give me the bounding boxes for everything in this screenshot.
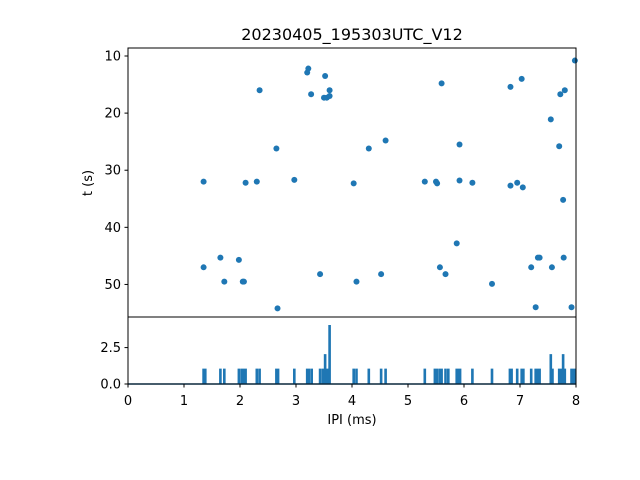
scatter-point [436, 264, 443, 271]
chart-title: 20230405_195303UTC_V12 [241, 25, 463, 45]
x-tick-label: 4 [348, 394, 356, 409]
x-tick-label: 8 [572, 394, 580, 409]
scatter-point [378, 271, 385, 278]
scatter-point [200, 264, 207, 271]
scatter-point [353, 278, 360, 285]
scatter-point [514, 179, 521, 186]
scatter-point [421, 178, 428, 185]
histogram-plot: 0.0 2.5 0 1 2 3 4 5 6 7 8 IPI (ms) [100, 316, 580, 428]
scatter-point [560, 196, 567, 203]
scatter-point [240, 278, 247, 285]
scatter-point [274, 305, 281, 312]
scatter-point [561, 87, 568, 94]
scatter-point [350, 180, 357, 187]
scatter-point [365, 145, 372, 152]
x-tick-label: 2 [236, 394, 244, 409]
scatter-point [556, 143, 563, 150]
x-axis-ticks: 0 1 2 3 4 5 6 7 8 [124, 384, 580, 409]
scatter-point [322, 72, 329, 79]
scatter-point [273, 145, 280, 152]
scatter-point [326, 92, 333, 99]
y-axis-label: t (s) [81, 170, 96, 196]
scatter-point [571, 57, 578, 64]
scatter-point [221, 278, 228, 285]
scatter-point [382, 137, 389, 144]
x-tick-label: 6 [460, 394, 468, 409]
scatter-point [438, 80, 445, 87]
scatter-point [291, 176, 298, 183]
scatter-plot: 10 20 30 40 50 t (s) [81, 47, 578, 318]
scatter-point [453, 240, 460, 247]
scatter-point [536, 254, 543, 261]
scatter-point [557, 91, 564, 98]
x-tick-label: 0 [124, 394, 132, 409]
scatter-point [305, 65, 312, 72]
x-axis-label: IPI (ms) [327, 413, 376, 428]
scatter-point [317, 271, 324, 278]
histogram-y-tick-label: 0.0 [100, 378, 121, 393]
scatter-point [547, 116, 554, 123]
scatter-point [434, 180, 441, 187]
y-tick-label: 50 [104, 278, 121, 293]
scatter-point [518, 75, 525, 82]
scatter-points [200, 57, 578, 312]
y-tick-label: 20 [104, 107, 121, 122]
scatter-point [256, 87, 263, 94]
scatter-point [326, 87, 333, 94]
scatter-point [507, 182, 514, 189]
scatter-point [568, 304, 575, 311]
histogram-y-tick-label: 2.5 [100, 341, 121, 356]
scatter-point [217, 254, 224, 261]
x-tick-label: 1 [180, 394, 188, 409]
scatter-point [442, 271, 449, 278]
scatter-point [456, 141, 463, 148]
scatter-point [308, 91, 315, 98]
x-tick-label: 3 [292, 394, 300, 409]
histogram-y-axis-ticks: 0.0 2.5 [100, 341, 128, 393]
scatter-point [200, 178, 207, 185]
x-tick-label: 7 [516, 394, 524, 409]
x-tick-label: 5 [404, 394, 412, 409]
scatter-point [235, 256, 242, 263]
scatter-point [253, 178, 260, 185]
y-tick-label: 40 [104, 221, 121, 236]
scatter-point [242, 179, 249, 186]
y-tick-label: 10 [104, 49, 121, 64]
scatter-point [560, 254, 567, 261]
scatter-point [528, 264, 535, 271]
scatter-point [469, 179, 476, 186]
y-tick-label: 30 [104, 164, 121, 179]
scatter-point [519, 184, 526, 191]
scatter-point [532, 304, 539, 311]
scatter-point [507, 83, 514, 90]
scatter-point [548, 264, 555, 271]
scatter-point [489, 280, 495, 287]
histogram-plot-frame [127, 316, 577, 385]
y-axis-ticks: 10 20 30 40 50 [104, 49, 128, 293]
scatter-point [456, 177, 463, 184]
